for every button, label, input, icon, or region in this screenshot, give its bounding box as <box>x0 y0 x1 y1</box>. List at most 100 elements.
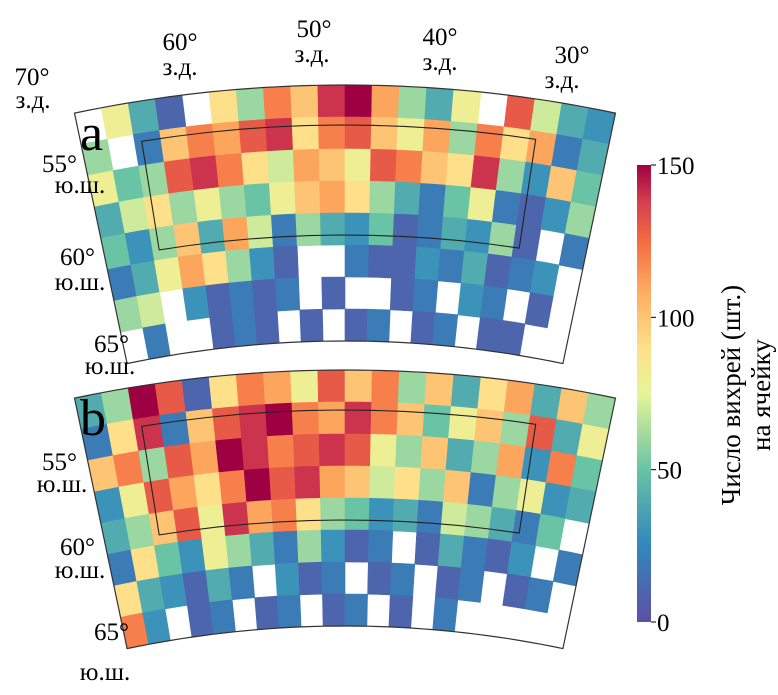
grid-cell <box>487 221 517 258</box>
grid-cell <box>367 561 392 596</box>
grid-cell <box>295 497 322 532</box>
grid-cell <box>344 308 368 342</box>
grid-cell <box>173 221 203 258</box>
grid-cell <box>272 245 299 280</box>
grid-cell <box>529 260 560 297</box>
grid-cell <box>344 465 371 499</box>
grid-cell <box>106 419 139 457</box>
grid-cell <box>295 212 322 247</box>
grid-cell <box>395 434 424 469</box>
grid-cell <box>163 158 195 195</box>
grid-cell <box>189 440 220 476</box>
grid-cell <box>418 183 447 218</box>
grid-cell <box>266 434 295 469</box>
grid-cell <box>368 497 395 532</box>
grid-cell <box>344 593 368 627</box>
grid-cell <box>142 323 171 360</box>
grid-cell <box>201 535 230 572</box>
grid-cell <box>371 369 400 404</box>
grid-cell <box>344 84 373 118</box>
grid-cell <box>238 119 268 154</box>
grid-cell <box>266 149 295 184</box>
grid-cell <box>154 541 184 578</box>
grid-cell <box>367 529 394 564</box>
grid-cell <box>448 121 479 157</box>
map-border <box>73 369 617 650</box>
grid-cell <box>159 573 188 610</box>
grid-cell <box>437 533 465 569</box>
grid-cell <box>270 498 298 533</box>
colorbar <box>637 165 651 622</box>
grid-cell <box>457 567 485 603</box>
grid-cell <box>491 475 522 511</box>
grid-cell <box>318 401 346 435</box>
grid-cell <box>552 549 583 587</box>
grid-cell <box>368 212 395 247</box>
lat-label: 55° <box>42 151 77 178</box>
grid-cell <box>503 94 536 131</box>
grid-cell <box>177 253 207 290</box>
grid-cell <box>132 415 165 452</box>
grid-cell <box>235 87 266 122</box>
grid-cell <box>294 465 321 500</box>
grid-cell <box>370 401 399 436</box>
grid-cell <box>393 466 422 501</box>
grid-cell <box>100 102 134 140</box>
grid-cell <box>499 411 531 448</box>
grid-cell <box>369 148 398 183</box>
lon-label: з.д. <box>294 41 329 68</box>
grid-cell <box>322 593 346 627</box>
grid-cell <box>474 408 505 444</box>
grid-cell <box>228 565 256 601</box>
grid-cell <box>215 152 245 188</box>
grid-cell <box>535 513 566 551</box>
grid-cell <box>274 277 301 312</box>
grid-cell <box>558 233 590 271</box>
grid-cell <box>317 84 346 118</box>
grid-cell <box>474 123 505 159</box>
grid-cell <box>487 506 517 543</box>
grid-cell <box>424 87 455 122</box>
grid-cell <box>344 433 372 467</box>
grid-cell <box>530 98 563 135</box>
grid-cell <box>189 155 220 191</box>
grid-cell <box>290 84 319 119</box>
grid-cell <box>320 529 346 563</box>
grid-cell <box>251 278 278 314</box>
grid-cell <box>208 374 240 410</box>
grid-cell <box>299 308 324 343</box>
colorbar-title: на ячейку <box>746 339 776 451</box>
lon-label: 70° <box>15 64 50 91</box>
grid-cell <box>388 594 414 629</box>
grid-cell <box>154 379 187 416</box>
grid-cell <box>524 292 554 329</box>
grid-cell <box>274 562 301 597</box>
grid-cell <box>218 184 248 220</box>
grid-cell <box>215 437 245 473</box>
grid-cell <box>344 401 372 435</box>
grid-cell <box>530 383 563 420</box>
grid-cell <box>319 180 346 214</box>
coastline <box>141 409 537 536</box>
grid-cell <box>182 285 211 321</box>
grid-cell <box>243 183 272 218</box>
grid-cell <box>467 472 497 508</box>
grid-cell <box>290 369 319 404</box>
grid-cell <box>440 501 469 537</box>
grid-cell <box>235 372 266 407</box>
grid-cell <box>396 402 426 437</box>
grid-cell <box>344 116 372 150</box>
grid-cell <box>432 312 459 348</box>
grid-cell <box>442 469 472 505</box>
grid-cell <box>321 561 346 595</box>
grid-cell <box>143 193 174 230</box>
grid-cell <box>344 369 373 403</box>
grid-cell <box>173 506 203 543</box>
grid-cell <box>467 187 497 223</box>
grid-cell <box>209 314 236 350</box>
grid-cell <box>154 94 187 131</box>
grid-cell <box>127 383 160 420</box>
grid-cell <box>416 214 444 250</box>
grid-cell <box>177 538 207 575</box>
